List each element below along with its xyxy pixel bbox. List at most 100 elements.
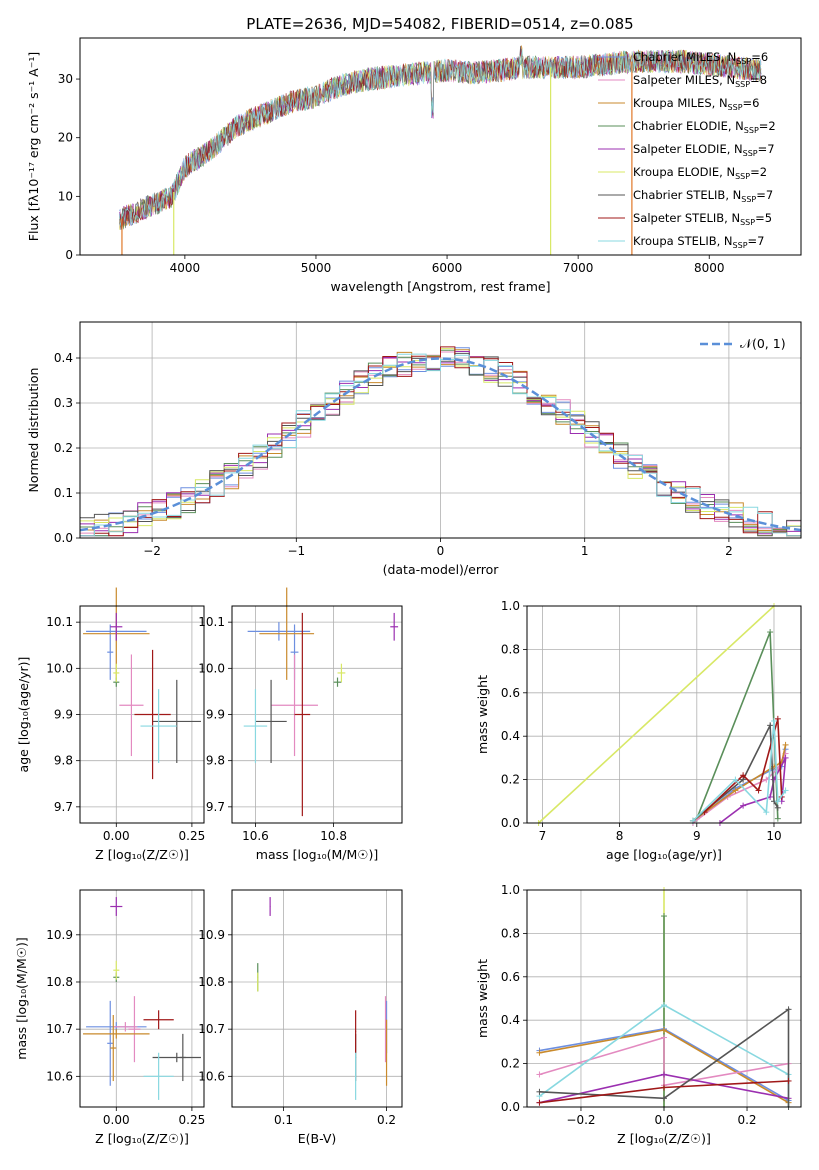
mw-vs-z-xtick-label: 0.0	[654, 1113, 673, 1127]
age-vs-mass-ytick-label: 10.0	[198, 661, 225, 675]
mw-vs-age-ylabel: mass weight	[475, 675, 490, 754]
mass-vs-ebv-panel: 0.1 0.2 10.6 10.7 10.8 10.9 E(B-V)	[198, 889, 403, 1146]
hist-ylabel: Normed distribution	[26, 368, 41, 493]
mass-vs-z-ytick-label: 10.8	[46, 975, 73, 989]
mw-vs-z-ytick-label: 0.4	[501, 1013, 520, 1027]
spectrum-xlabel: wavelength [Angstrom, rest frame]	[330, 279, 550, 294]
hist-legend-label: 𝒩(0, 1)	[740, 336, 786, 351]
hist-xtick-label: 0	[437, 544, 445, 558]
mw-vs-z-ytick-label: 0.0	[501, 1100, 520, 1114]
age-vs-z-xtick-label: 0.25	[179, 829, 206, 843]
hist-panel: −2 −1 0 1 2 0.0 0.1 0.2 0.3 0.4 (data-model)/error…	[26, 321, 802, 577]
mw-vs-age-frame	[526, 605, 802, 824]
mw-vs-age-xlabel: age [log₁₀(age/yr)]	[606, 847, 722, 862]
legend-entry-salpeter_elodie: Salpeter ELODIE, NSSP=7	[633, 142, 775, 158]
mass-vs-ebv-ytick-label: 10.8	[198, 975, 225, 989]
hist-xtick-label: 1	[581, 544, 589, 558]
hist-xtick-label: −2	[143, 544, 161, 558]
mw-vs-z-ytick-label: 0.8	[501, 926, 520, 940]
age-vs-z-xtick-label: 0.00	[103, 829, 130, 843]
age-vs-z-xlabel: Z [log₁₀(Z/Z☉)]	[95, 847, 189, 862]
mass-vs-ebv-xlabel: E(B-V)	[298, 1131, 337, 1146]
hist-ytick-label: 0.1	[54, 486, 73, 500]
spectrum-xtick-label: 4000	[170, 261, 201, 275]
age-vs-z-ytick-label: 10.1	[46, 615, 73, 629]
mass-vs-ebv-xtick-label: 0.2	[377, 1113, 396, 1127]
age-vs-z-ytick-label: 10.0	[46, 661, 73, 675]
mass-vs-ebv-ytick-label: 10.6	[198, 1069, 225, 1083]
age-vs-mass-xlabel: mass [log₁₀(M/M☉)]	[256, 847, 378, 862]
mw-vs-age-ytick-label: 0.0	[501, 816, 520, 830]
spectrum-xtick-label: 7000	[563, 261, 594, 275]
spectrum-frame	[79, 37, 802, 256]
legend-entry-chabrier_miles: Chabrier MILES, NSSP=6	[633, 50, 768, 66]
age-vs-mass-xtick-label: 10.8	[320, 829, 347, 843]
spectrum-ytick-label: 10	[58, 189, 73, 203]
mass-vs-z-panel: 0.00 0.25 10.6 10.7 10.8 10.9 Z [log₁₀(Z/Z☉)] m…	[14, 889, 206, 1146]
mass-vs-z-ytick-label: 10.9	[46, 928, 73, 942]
mass-vs-ebv-frame	[231, 889, 403, 1108]
mw-vs-age-ytick-label: 0.4	[501, 729, 520, 743]
mass-vs-ebv-xtick-label: 0.1	[274, 1113, 293, 1127]
mw-vs-z-series-salpeter_miles	[539, 1036, 789, 1087]
mw-vs-age-ytick-label: 1.0	[501, 599, 520, 613]
legend-entry-kroupa_elodie: Kroupa ELODIE, NSSP=2	[633, 165, 767, 181]
mw-vs-age-xtick-label: 9	[693, 829, 701, 843]
mw-vs-age-panel: 7 8 9 10 0.0 0.2 0.4 0.6 0.8 1.0 age [log₁₀(age/yr…	[475, 599, 802, 862]
spectrum-xtick-label: 6000	[432, 261, 463, 275]
age-vs-mass-ytick-label: 10.1	[198, 615, 225, 629]
mw-vs-z-ylabel: mass weight	[475, 959, 490, 1038]
legend-entry-kroupa_miles: Kroupa MILES, NSSP=6	[633, 96, 759, 112]
mw-vs-age-ytick-label: 0.2	[501, 773, 520, 787]
mass-vs-ebv-ytick-label: 10.9	[198, 928, 225, 942]
gaussian-curve	[79, 357, 802, 532]
age-vs-z-panel: 0.00 0.25 9.7 9.8 9.9 10.0 10.1 Z [log₁₀(Z/Z☉)]…	[16, 587, 206, 862]
mw-vs-z-ytick-label: 0.6	[501, 970, 520, 984]
spectrum-line-salpeter_stelib	[119, 48, 762, 230]
mw-vs-age-ytick-label: 0.8	[501, 642, 520, 656]
spectrum-ytick-label: 20	[58, 131, 73, 145]
mw-vs-z-xtick-label: −0.2	[566, 1113, 595, 1127]
hist-xtick-label: 2	[725, 544, 733, 558]
hist-series-kroupa_stelib	[80, 353, 801, 537]
age-vs-z-ytick-label: 9.7	[54, 800, 73, 814]
mw-vs-z-ytick-label: 0.2	[501, 1057, 520, 1071]
hist-ytick-label: 0.3	[54, 396, 73, 410]
spectrum-ytick-label: 30	[58, 72, 73, 86]
legend-entry-chabrier_elodie: Chabrier ELODIE, NSSP=2	[633, 119, 776, 135]
mass-vs-z-xlabel: Z [log₁₀(Z/Z☉)]	[95, 1131, 189, 1146]
age-vs-z-ytick-label: 9.8	[54, 754, 73, 768]
hist-xlabel: (data-model)/error	[383, 562, 500, 577]
hist-ytick-label: 0.0	[54, 531, 73, 545]
hist-ytick-label: 0.2	[54, 441, 73, 455]
mass-vs-z-xtick-label: 0.25	[179, 1113, 206, 1127]
mass-vs-z-ytick-label: 10.6	[46, 1069, 73, 1083]
figure-title: PLATE=2636, MJD=54082, FIBERID=0514, z=0…	[246, 15, 633, 33]
spectrum-ytick-label: 0	[65, 248, 73, 262]
mw-vs-age-ytick-label: 0.6	[501, 686, 520, 700]
age-vs-mass-ytick-label: 9.7	[206, 800, 225, 814]
mass-vs-z-ytick-label: 10.7	[46, 1022, 73, 1036]
legend-entry-salpeter_miles: Salpeter MILES, NSSP=8	[633, 73, 767, 89]
hist-xtick-label: −1	[287, 544, 305, 558]
spectrum-ylabel: Flux [fλ10⁻¹⁷ erg cm⁻² s⁻¹ A⁻¹]	[26, 52, 41, 241]
mass-vs-z-frame	[79, 889, 205, 1108]
mw-vs-age-xtick-label: 10	[766, 829, 781, 843]
spectrum-panel: 4000 5000 6000 7000 8000 0 10 20 30 wavelength [A…	[26, 37, 802, 294]
hist-ytick-label: 0.4	[54, 351, 73, 365]
hist-series-salpeter_stelib	[80, 346, 801, 537]
mw-vs-age-series-kroupa_elodie	[538, 605, 775, 824]
spectrum-line-kroupa_stelib	[119, 48, 762, 226]
legend-entry-salpeter_stelib: Salpeter STELIB, NSSP=5	[633, 211, 772, 227]
age-vs-mass-panel: 10.6 10.8 9.7 9.8 9.9 10.0 10.1 mass [log₁₀(M/M…	[198, 587, 403, 862]
mw-vs-z-xlabel: Z [log₁₀(Z/Z☉)]	[617, 1131, 711, 1146]
mass-vs-z-xtick-label: 0.00	[103, 1113, 130, 1127]
age-vs-z-ylabel: age [log₁₀(age/yr)]	[16, 657, 31, 773]
mw-vs-age-xtick-label: 7	[539, 829, 547, 843]
mw-vs-age-series-kroupa_stelib	[692, 720, 787, 822]
mw-vs-age-series-salpeter_elodie	[719, 757, 787, 824]
mass-vs-ebv-ytick-label: 10.7	[198, 1022, 225, 1036]
